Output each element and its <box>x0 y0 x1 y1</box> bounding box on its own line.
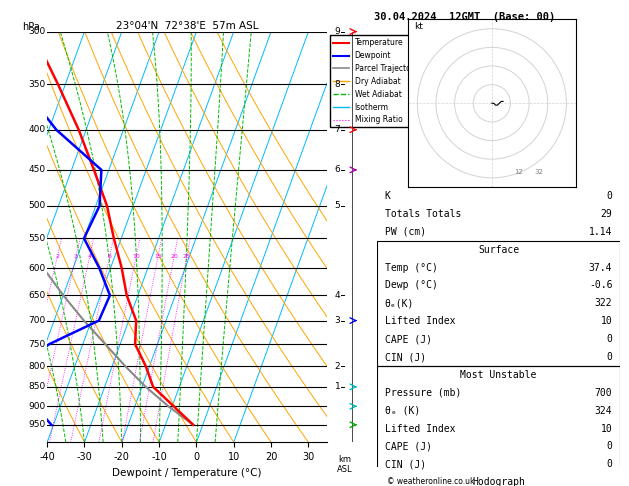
Text: Most Unstable: Most Unstable <box>460 370 537 380</box>
Text: 9: 9 <box>335 27 340 36</box>
Text: 30.04.2024  12GMT  (Base: 00): 30.04.2024 12GMT (Base: 00) <box>374 12 555 22</box>
Text: 10: 10 <box>132 254 140 259</box>
Text: CAPE (J): CAPE (J) <box>385 334 431 344</box>
Text: Lifted Index: Lifted Index <box>385 424 455 434</box>
Text: 6: 6 <box>335 165 340 174</box>
Text: 6: 6 <box>108 254 111 259</box>
Text: 0: 0 <box>606 459 612 469</box>
Text: km
ASL: km ASL <box>337 454 352 474</box>
Text: Lifted Index: Lifted Index <box>385 316 455 326</box>
Text: CIN (J): CIN (J) <box>385 459 426 469</box>
Text: 850: 850 <box>28 382 46 391</box>
Text: 324: 324 <box>594 406 612 416</box>
Text: 12: 12 <box>515 169 523 175</box>
Title: 23°04'N  72°38'E  57m ASL: 23°04'N 72°38'E 57m ASL <box>116 21 259 31</box>
Text: 29: 29 <box>601 209 612 219</box>
Text: 750: 750 <box>28 340 46 348</box>
Text: 400: 400 <box>29 125 46 134</box>
Text: 900: 900 <box>28 402 46 411</box>
Text: PW (cm): PW (cm) <box>385 227 426 237</box>
Text: 650: 650 <box>28 291 46 300</box>
Text: 2: 2 <box>335 362 340 371</box>
Text: 15: 15 <box>154 254 162 259</box>
Text: 10: 10 <box>601 424 612 434</box>
Text: 0: 0 <box>606 334 612 344</box>
Text: Temp (°C): Temp (°C) <box>385 262 438 273</box>
Text: kt: kt <box>414 22 423 31</box>
Text: 8: 8 <box>335 80 340 88</box>
Text: Totals Totals: Totals Totals <box>385 209 461 219</box>
Legend: Temperature, Dewpoint, Parcel Trajectory, Dry Adiabat, Wet Adiabat, Isotherm, Mi: Temperature, Dewpoint, Parcel Trajectory… <box>330 35 421 127</box>
Text: 3: 3 <box>74 254 78 259</box>
Text: 2: 2 <box>55 254 59 259</box>
Text: 20: 20 <box>170 254 178 259</box>
Text: 32: 32 <box>535 169 543 175</box>
Text: CAPE (J): CAPE (J) <box>385 441 431 451</box>
Text: 0: 0 <box>606 441 612 451</box>
Text: -0.6: -0.6 <box>589 280 612 291</box>
Text: 450: 450 <box>29 165 46 174</box>
Text: 350: 350 <box>28 80 46 88</box>
Bar <box>377 366 620 473</box>
X-axis label: Dewpoint / Temperature (°C): Dewpoint / Temperature (°C) <box>113 468 262 478</box>
Text: 700: 700 <box>28 316 46 325</box>
Text: 5: 5 <box>335 201 340 210</box>
Text: 25: 25 <box>183 254 191 259</box>
Text: 300: 300 <box>28 27 46 36</box>
Text: Surface: Surface <box>478 245 519 255</box>
Text: Dewp (°C): Dewp (°C) <box>385 280 438 291</box>
Text: CIN (J): CIN (J) <box>385 352 426 362</box>
Text: 0: 0 <box>606 191 612 201</box>
Text: 322: 322 <box>594 298 612 308</box>
Text: Pressure (mb): Pressure (mb) <box>385 388 461 398</box>
Text: 600: 600 <box>28 263 46 273</box>
Text: © weatheronline.co.uk: © weatheronline.co.uk <box>387 477 474 486</box>
Bar <box>377 241 620 366</box>
Text: 0: 0 <box>606 352 612 362</box>
Text: 4: 4 <box>87 254 92 259</box>
Text: 37.4: 37.4 <box>589 262 612 273</box>
Text: 1: 1 <box>335 382 340 391</box>
Text: 800: 800 <box>28 362 46 371</box>
Bar <box>377 473 620 486</box>
Text: 4: 4 <box>335 291 340 300</box>
Text: 7: 7 <box>335 125 340 134</box>
Text: 950: 950 <box>28 420 46 429</box>
Text: K: K <box>385 191 391 201</box>
Text: 1.14: 1.14 <box>589 227 612 237</box>
Text: 700: 700 <box>594 388 612 398</box>
Text: 550: 550 <box>28 234 46 243</box>
Text: θₑ(K): θₑ(K) <box>385 298 414 308</box>
Text: θₑ (K): θₑ (K) <box>385 406 420 416</box>
Text: 500: 500 <box>28 201 46 210</box>
Text: Hodograph: Hodograph <box>472 477 525 486</box>
Text: 10: 10 <box>601 316 612 326</box>
Text: 3: 3 <box>335 316 340 325</box>
Text: hPa: hPa <box>22 21 40 32</box>
